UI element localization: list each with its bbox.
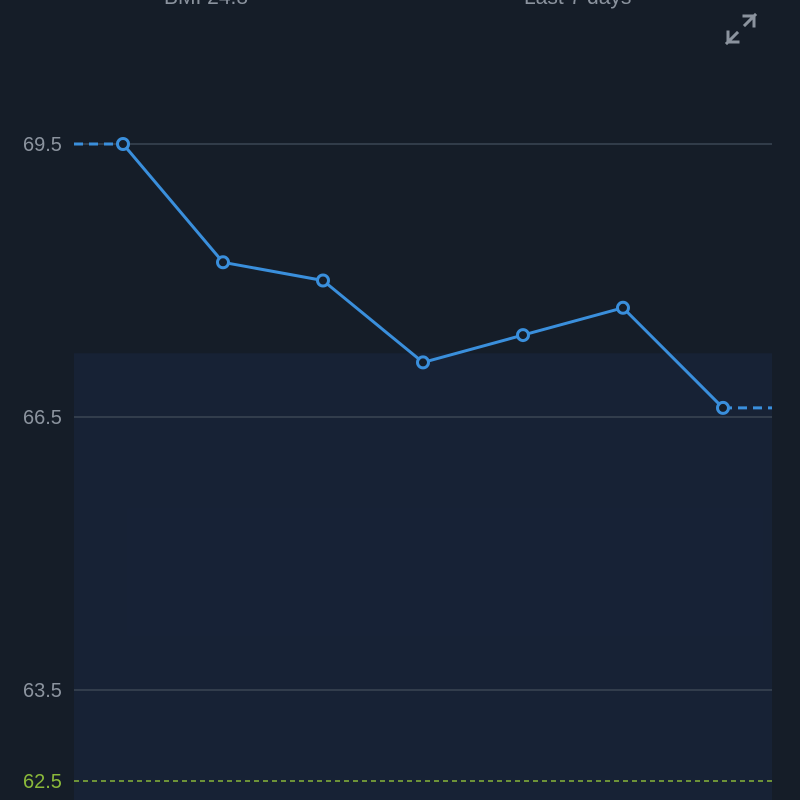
data-point <box>716 400 730 415</box>
data-point <box>416 355 430 370</box>
target-band <box>74 353 772 800</box>
y-tick-label: 66.5 <box>23 407 62 429</box>
y-tick-label: 63.5 <box>23 680 62 702</box>
expand-icon <box>724 12 758 46</box>
expand-button[interactable] <box>722 10 760 48</box>
data-point <box>216 255 230 270</box>
bmi-label: BMI 24.8 <box>164 0 248 10</box>
date-range-label[interactable]: Last 7 days <box>524 0 631 10</box>
data-point <box>516 328 530 343</box>
y-tick-label: 69.5 <box>23 134 62 156</box>
data-point <box>316 273 330 288</box>
data-point <box>616 300 630 315</box>
goal-label: 62.5 <box>23 771 62 793</box>
data-point <box>116 137 130 151</box>
